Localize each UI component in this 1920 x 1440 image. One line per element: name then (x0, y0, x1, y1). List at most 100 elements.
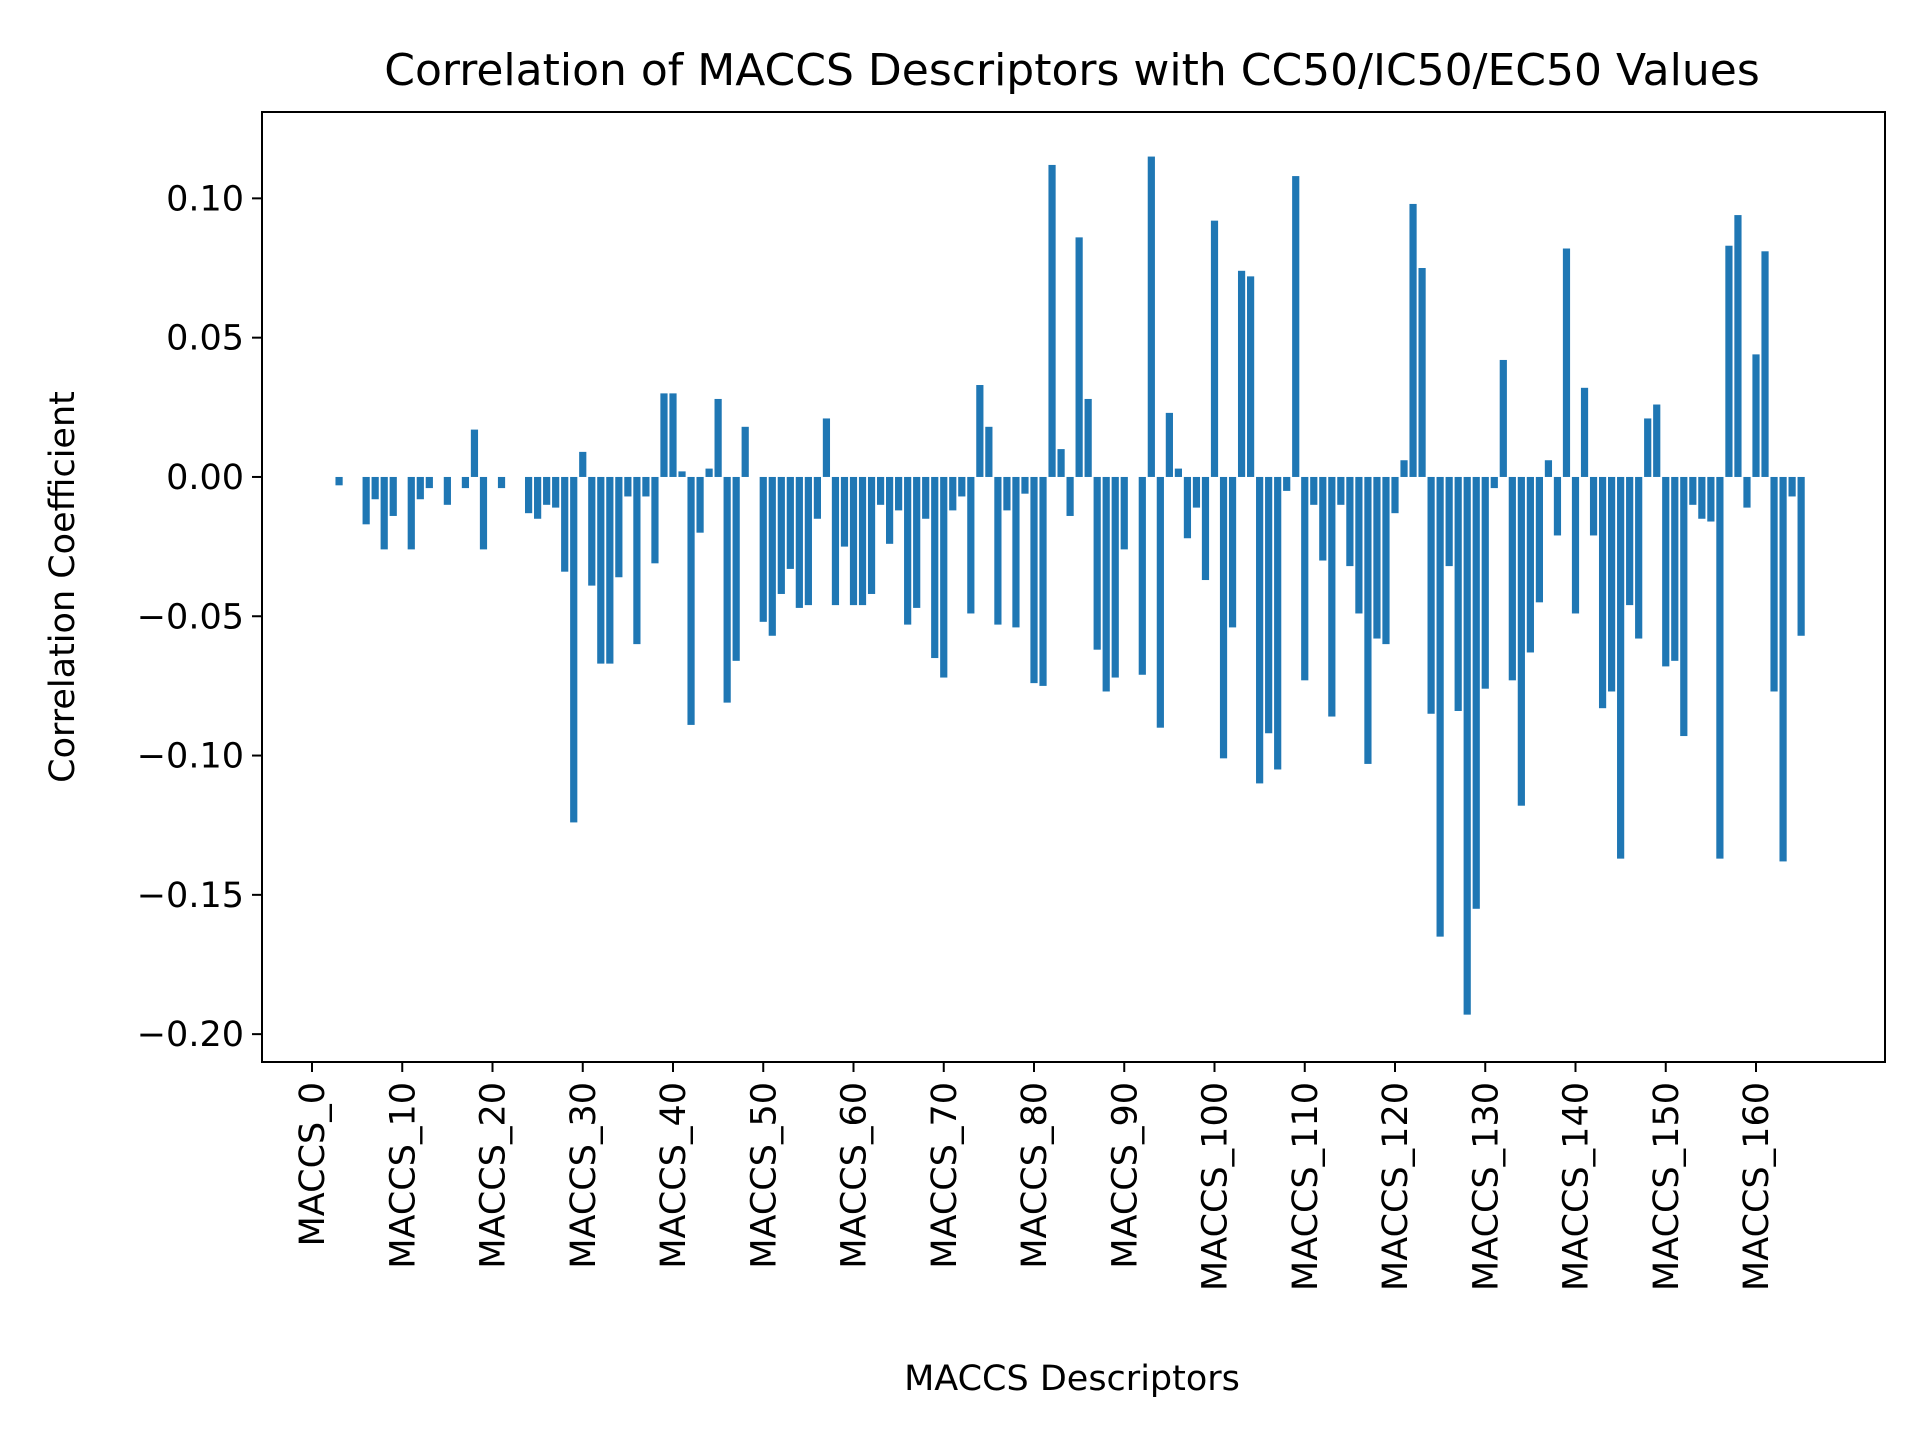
x-axis: MACCS_0 MACCS_10 MACCS_20 MACCS_30 MACCS_40 M… (293, 1062, 1777, 1291)
y-tick-label: −0.05 (137, 597, 244, 637)
bar-MACCS_34 (615, 476, 623, 578)
bar-MACCS_110 (1301, 476, 1309, 681)
bar-MACCS_55 (804, 476, 812, 606)
bar-MACCS_48 (741, 426, 749, 477)
bar-MACCS_62 (867, 476, 876, 594)
bar-MACCS_67 (913, 476, 921, 608)
bar-MACCS_145 (1617, 476, 1625, 859)
bar-MACCS_37 (642, 476, 650, 497)
bar-MACCS_13 (425, 476, 433, 489)
bar-MACCS_58 (831, 476, 840, 606)
bar-MACCS_32 (597, 476, 605, 664)
bar-MACCS_15 (443, 476, 451, 505)
bar-MACCS_117 (1364, 476, 1372, 764)
bar-MACCS_109 (1292, 176, 1300, 477)
bars-group (335, 156, 1805, 1015)
bar-MACCS_165 (1797, 476, 1805, 636)
bar-MACCS_152 (1680, 476, 1688, 737)
bar-MACCS_114 (1337, 476, 1345, 505)
bar-MACCS_134 (1517, 476, 1525, 806)
bar-MACCS_156 (1716, 476, 1724, 859)
y-axis-label: Correlation Coefficient (43, 391, 83, 783)
bar-MACCS_65 (895, 476, 903, 511)
bar-MACCS_162 (1770, 476, 1778, 692)
x-tick-label: MACCS_120 (1376, 1082, 1416, 1291)
bar-MACCS_89 (1111, 476, 1119, 678)
bar-MACCS_63 (876, 476, 885, 505)
y-tick-label: 0.10 (166, 179, 244, 219)
bar-MACCS_158 (1734, 215, 1742, 477)
bar-MACCS_88 (1102, 476, 1110, 692)
bar-MACCS_85 (1075, 237, 1083, 477)
bar-MACCS_43 (696, 476, 704, 533)
bar-MACCS_70 (940, 476, 948, 678)
bar-MACCS_68 (922, 476, 930, 519)
x-tick-label: MACCS_30 (564, 1082, 604, 1269)
bar-MACCS_140 (1571, 476, 1580, 614)
bar-MACCS_92 (1138, 476, 1146, 675)
bar-MACCS_19 (479, 476, 488, 550)
bar-MACCS_51 (768, 476, 776, 636)
bar-MACCS_116 (1355, 476, 1363, 614)
bar-MACCS_147 (1635, 476, 1643, 639)
bar-MACCS_18 (470, 429, 479, 477)
bar-MACCS_75 (985, 426, 993, 477)
bar-MACCS_74 (976, 385, 984, 477)
x-tick-label: MACCS_20 (474, 1082, 514, 1269)
bar-MACCS_101 (1219, 476, 1228, 759)
bar-MACCS_143 (1598, 476, 1607, 709)
bar-MACCS_24 (525, 476, 533, 514)
bar-MACCS_153 (1689, 476, 1697, 505)
bar-MACCS_66 (904, 476, 912, 625)
bar-MACCS_59 (840, 476, 849, 547)
y-tick-label: −0.15 (137, 876, 244, 916)
bar-MACCS_42 (687, 476, 695, 725)
bar-MACCS_7 (371, 476, 379, 500)
bar-MACCS_36 (633, 476, 641, 645)
bar-MACCS_17 (461, 476, 470, 489)
bar-MACCS_53 (786, 476, 794, 569)
bar-MACCS_149 (1653, 404, 1661, 477)
bar-MACCS_138 (1553, 476, 1562, 536)
bar-MACCS_9 (389, 476, 397, 516)
bar-MACCS_95 (1165, 412, 1173, 477)
bar-MACCS_60 (849, 476, 858, 606)
bar-MACCS_38 (651, 476, 659, 564)
bar-MACCS_100 (1210, 220, 1219, 477)
bar-MACCS_79 (1021, 476, 1029, 494)
bar-MACCS_33 (606, 476, 614, 664)
bar-MACCS_50 (759, 476, 767, 622)
bar-MACCS_47 (732, 476, 740, 661)
x-tick-label: MACCS_130 (1466, 1082, 1506, 1291)
bar-MACCS_21 (497, 476, 506, 489)
bar-MACCS_137 (1544, 460, 1553, 477)
bar-MACCS_154 (1698, 476, 1706, 519)
bar-MACCS_102 (1228, 476, 1237, 628)
bar-MACCS_84 (1066, 476, 1074, 516)
x-tick-label: MACCS_150 (1647, 1082, 1687, 1291)
bar-MACCS_113 (1328, 476, 1336, 717)
bar-MACCS_98 (1192, 476, 1201, 508)
bar-MACCS_130 (1481, 476, 1489, 689)
bar-MACCS_150 (1662, 476, 1670, 667)
bar-MACCS_3 (335, 476, 343, 486)
y-tick-label: 0.00 (166, 458, 244, 498)
bar-MACCS_119 (1382, 476, 1390, 645)
bar-MACCS_83 (1057, 449, 1065, 477)
x-tick-label: MACCS_10 (383, 1082, 423, 1269)
y-tick-label: −0.20 (137, 1015, 244, 1055)
plot-frame (261, 111, 1886, 1063)
bar-MACCS_54 (795, 476, 803, 608)
bar-MACCS_105 (1256, 476, 1264, 784)
bar-MACCS_142 (1589, 476, 1598, 536)
bar-MACCS_127 (1454, 476, 1462, 711)
chart-title: Correlation of MACCS Descriptors with CC… (384, 45, 1760, 96)
bar-MACCS_128 (1463, 476, 1471, 1015)
x-tick-label: MACCS_70 (925, 1082, 965, 1269)
x-tick-label: MACCS_110 (1286, 1082, 1326, 1291)
y-axis: 0.10 0.05 0.00 −0.05 −0.10 −0.15 −0.20 (137, 179, 262, 1055)
bar-MACCS_71 (949, 476, 957, 511)
bar-MACCS_155 (1707, 476, 1715, 522)
bar-MACCS_141 (1580, 387, 1589, 477)
